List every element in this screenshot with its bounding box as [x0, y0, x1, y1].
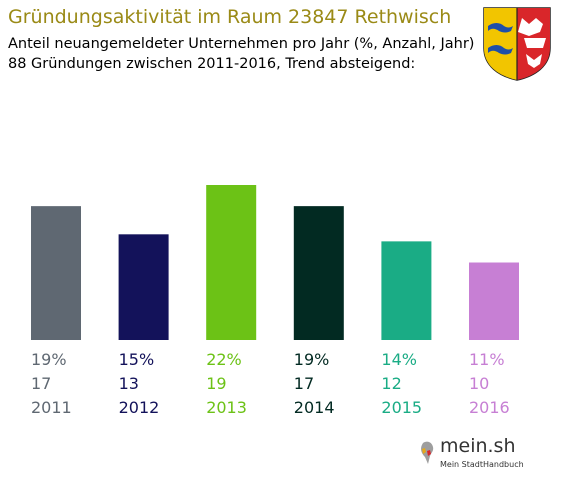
mein-sh-logo: mein.sh Mein StadtHandbuch — [418, 435, 528, 475]
year-label-2016: 2016 — [469, 398, 510, 417]
chart-title: Gründungsaktivität im Raum 23847 Rethwis… — [8, 6, 452, 28]
count-label-2014: 17 — [294, 374, 314, 393]
percent-label-2012: 15% — [119, 350, 155, 369]
map-pin-icon — [421, 441, 434, 464]
bar-2012 — [118, 234, 169, 340]
year-label-2011: 2011 — [31, 398, 72, 417]
count-label-2013: 19 — [206, 374, 226, 393]
chart-subtitle: Anteil neuangemeldeter Unternehmen pro J… — [8, 36, 475, 52]
count-label-2012: 13 — [119, 374, 139, 393]
percent-label-2016: 11% — [469, 350, 505, 369]
schleswig-holstein-crest-icon — [483, 7, 551, 81]
year-label-2014: 2014 — [294, 398, 335, 417]
percent-label-2015: 14% — [381, 350, 417, 369]
chart-summary: 88 Gründungen zwischen 2011-2016, Trend … — [8, 56, 416, 72]
percent-label-2013: 22% — [206, 350, 242, 369]
bar-2016 — [469, 262, 519, 340]
year-label-2012: 2012 — [119, 398, 160, 417]
year-label-2013: 2013 — [206, 398, 247, 417]
logo-wordmark: mein.sh — [440, 435, 516, 457]
percent-label-2014: 19% — [294, 350, 330, 369]
count-label-2011: 17 — [31, 374, 51, 393]
bar-2015 — [381, 241, 432, 340]
count-label-2015: 12 — [381, 374, 401, 393]
percent-label-2011: 19% — [31, 350, 67, 369]
year-label-2015: 2015 — [381, 398, 422, 417]
logo-tagline: Mein StadtHandbuch — [440, 460, 524, 469]
bar-2011 — [31, 206, 81, 340]
count-label-2016: 10 — [469, 374, 489, 393]
bar-2013 — [206, 185, 257, 340]
bar-2014 — [293, 206, 344, 340]
